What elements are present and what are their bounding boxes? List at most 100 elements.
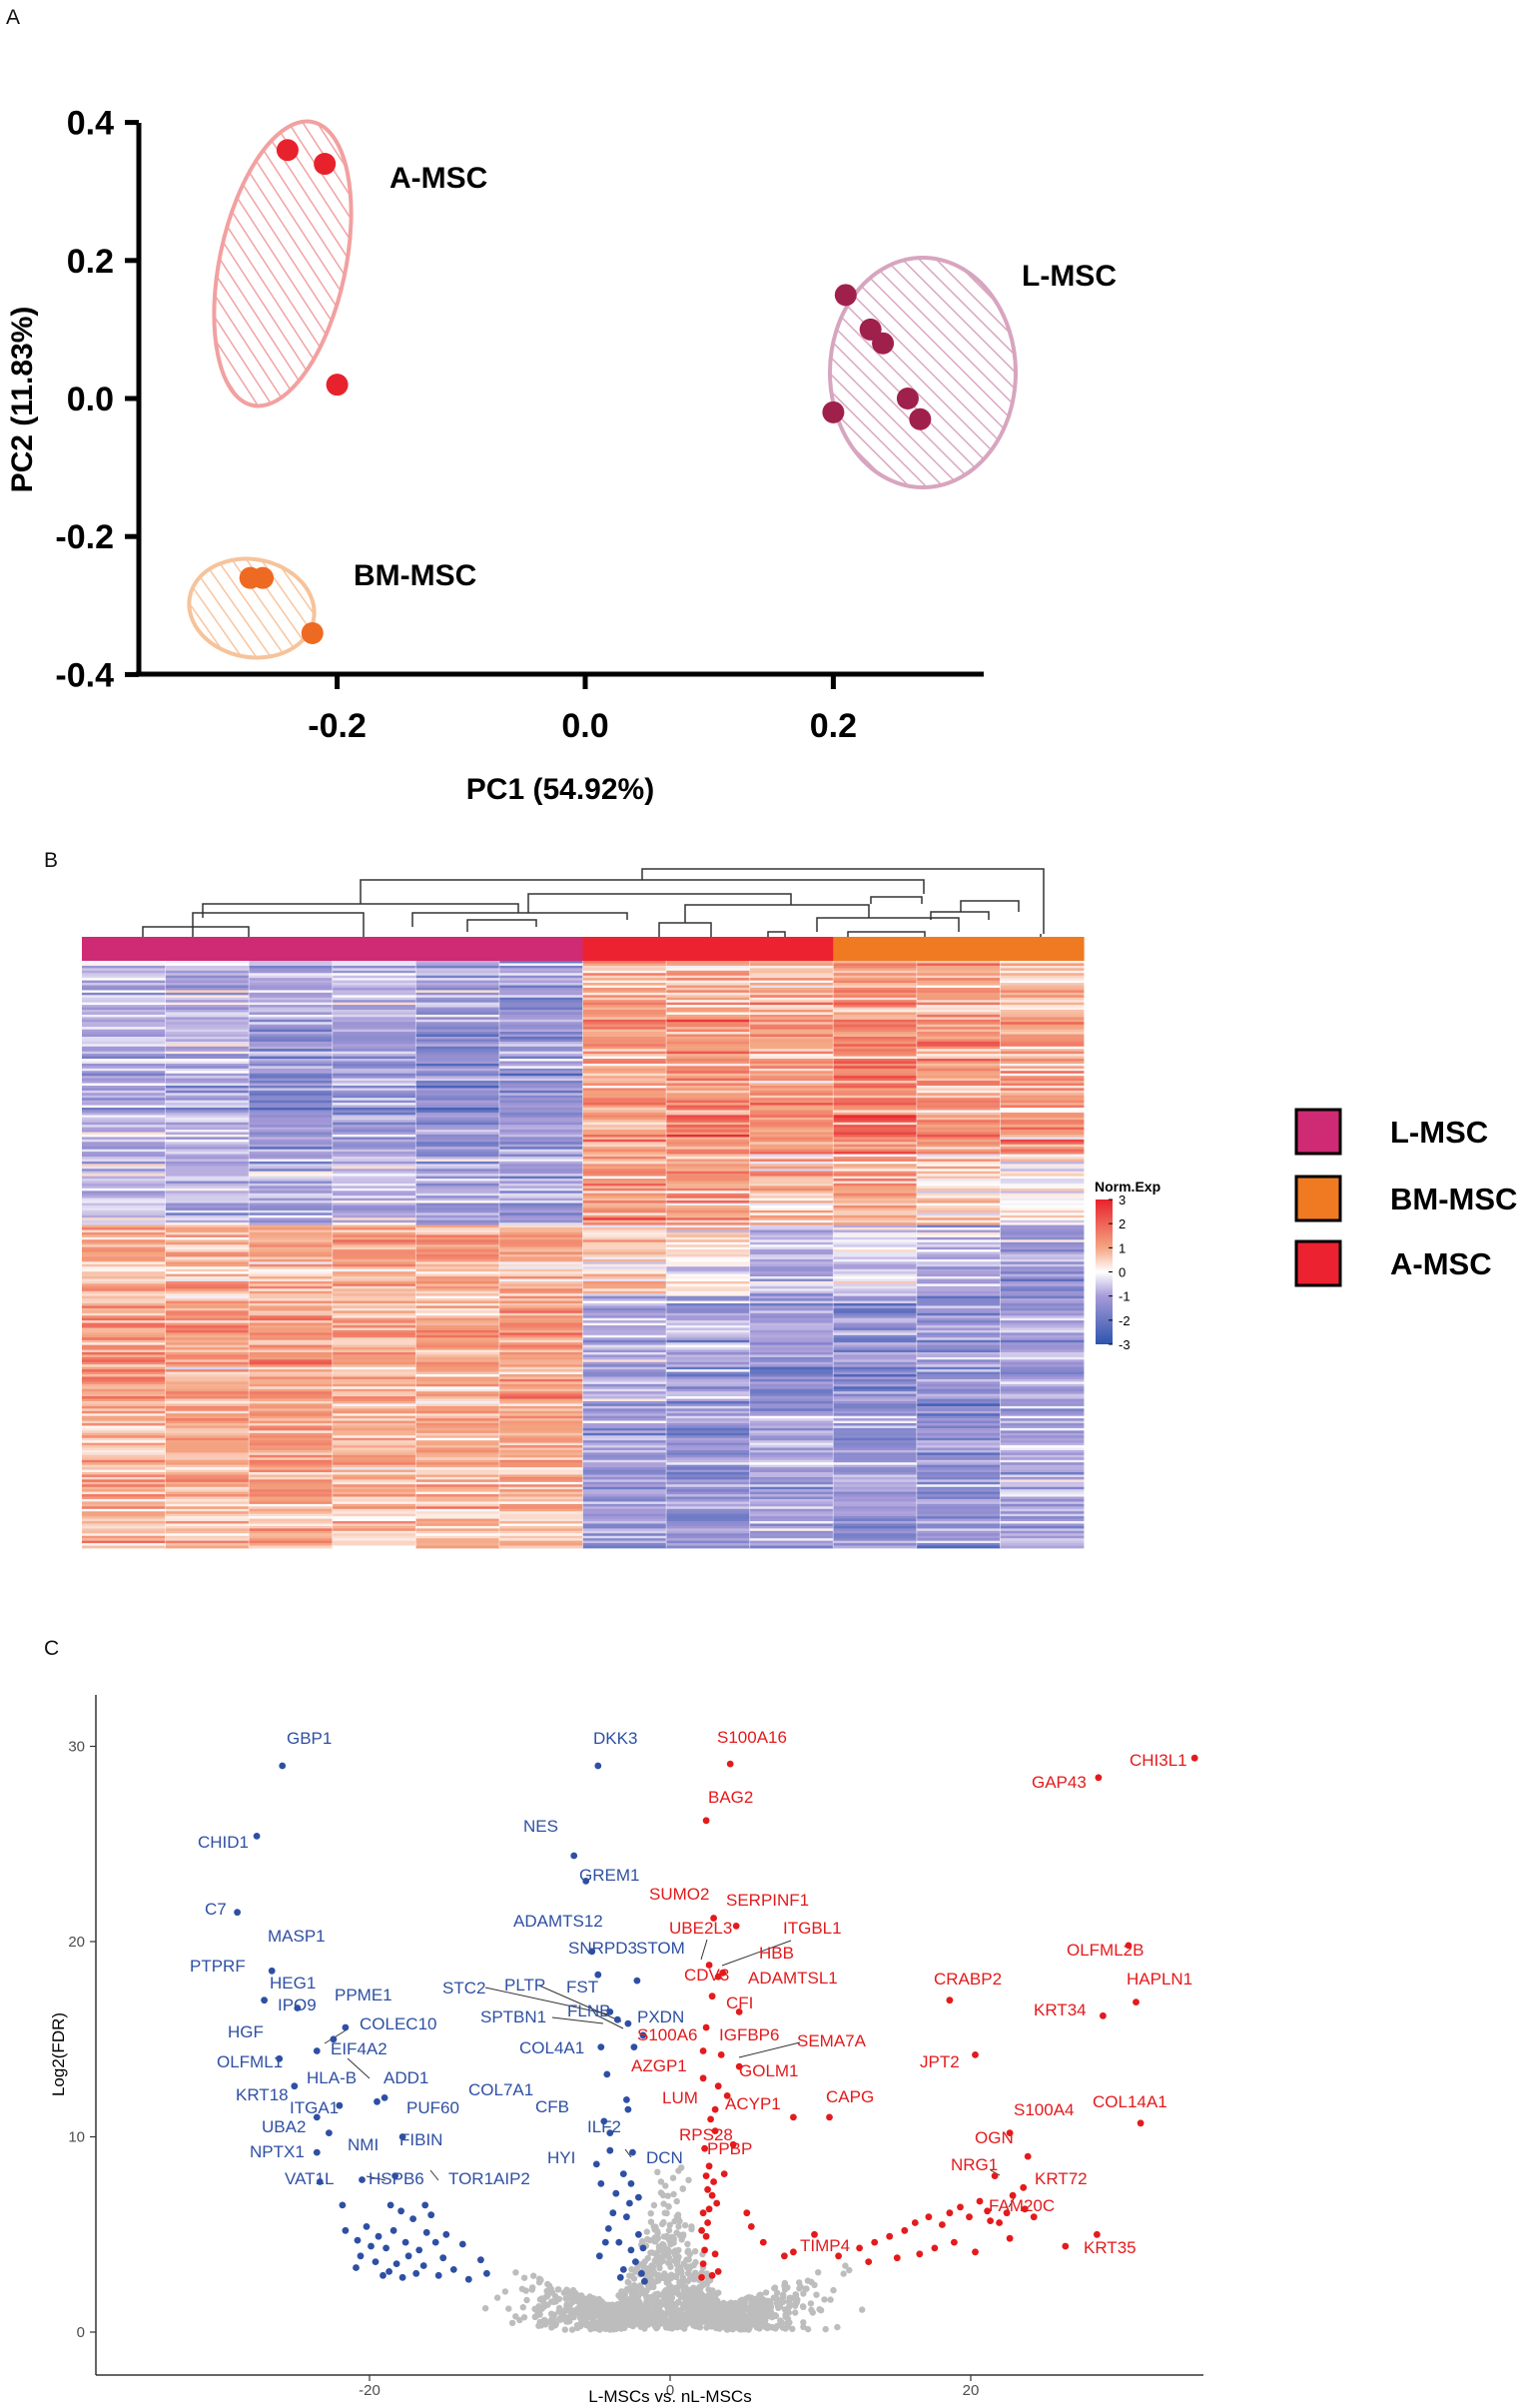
heatmap-cell <box>582 1506 667 1510</box>
heatmap-cell <box>332 970 416 974</box>
heatmap-cell <box>749 1093 834 1097</box>
heatmap-cell <box>415 1125 500 1128</box>
heatmap-cell <box>332 1229 416 1233</box>
ns-point <box>641 2289 648 2297</box>
heatmap-cell <box>833 1354 918 1358</box>
heatmap-cell <box>1000 1342 1085 1346</box>
heatmap-cell <box>249 1036 334 1040</box>
heatmap-cell <box>498 970 583 974</box>
heatmap-cell <box>82 1423 166 1426</box>
up-regulated-point <box>856 2244 863 2252</box>
heatmap-cell <box>749 1090 834 1094</box>
heatmap-cell <box>249 1000 334 1004</box>
heatmap-cell <box>415 1078 500 1082</box>
down-regulated-point <box>442 2230 450 2238</box>
heatmap-cell <box>1000 1501 1085 1505</box>
gene-label-up: RPS28 <box>679 2125 733 2144</box>
heatmap-cell <box>916 1219 1001 1223</box>
gene-label-down: COLEC10 <box>360 2014 436 2033</box>
heatmap-cell <box>332 1349 416 1353</box>
heatmap-cell <box>1000 1254 1085 1257</box>
heatmap-cell <box>916 1320 1001 1323</box>
heatmap-cell <box>833 1383 918 1387</box>
heatmap-cell <box>165 1105 250 1109</box>
label-leader-lines <box>324 1939 1016 2208</box>
heatmap-cell <box>415 1176 500 1180</box>
heatmap-cell <box>833 1029 918 1033</box>
heatmap-cell <box>498 1535 583 1539</box>
heatmap-cell <box>749 1212 834 1216</box>
heatmap-cell <box>833 1085 918 1089</box>
heatmap-cell <box>165 1525 250 1529</box>
ns-point <box>800 2323 807 2331</box>
heatmap-cell <box>82 1418 166 1421</box>
heatmap-cell <box>415 1405 500 1409</box>
heatmap-cell <box>415 1203 500 1206</box>
down-regulated-point <box>612 2189 620 2197</box>
heatmap-cell <box>82 1029 166 1033</box>
heatmap-cell <box>82 1137 166 1141</box>
heatmap-cell <box>1000 1176 1085 1180</box>
heatmap-cell <box>582 1054 667 1057</box>
heatmap-cell <box>165 1085 250 1089</box>
heatmap-cell <box>82 1322 166 1326</box>
heatmap-cell <box>249 1349 334 1353</box>
heatmap-cell <box>82 1459 166 1463</box>
heatmap-cell <box>498 1171 583 1175</box>
heatmap-cell <box>249 1198 334 1202</box>
heatmap-cell <box>332 1108 416 1111</box>
heatmap-cell <box>498 1307 583 1311</box>
heatmap-cell <box>332 1525 416 1529</box>
heatmap-cell <box>749 970 834 974</box>
heatmap-cell <box>833 1010 918 1013</box>
heatmap-cell <box>82 1169 166 1173</box>
down-regulated-point <box>635 2193 642 2201</box>
ns-point <box>677 2269 685 2276</box>
heatmap-cell <box>498 1481 583 1485</box>
heatmap-cell <box>498 1523 583 1527</box>
heatmap-cell <box>916 1427 1001 1431</box>
heatmap-cell <box>916 1405 1001 1409</box>
heatmap-cell <box>749 1000 834 1004</box>
heatmap-cell <box>916 1149 1001 1153</box>
ns-point <box>792 2291 800 2298</box>
heatmap-cell <box>249 1420 334 1424</box>
heatmap-cell <box>749 1059 834 1062</box>
heatmap-cell <box>415 1207 500 1211</box>
colorbar-title: Norm.Exp <box>1095 1179 1160 1195</box>
heatmap-cell <box>498 1100 583 1104</box>
heatmap-cell <box>498 1268 583 1272</box>
heatmap-cell <box>415 1329 500 1333</box>
heatmap-cell <box>165 1024 250 1028</box>
heatmap-cell <box>1000 1425 1085 1429</box>
volcano-y-tick-label: 0 <box>77 2324 85 2341</box>
heatmap-cell <box>498 1506 583 1510</box>
heatmap-cell <box>833 1068 918 1072</box>
heatmap-cell <box>833 1423 918 1426</box>
heatmap-cell <box>1000 1273 1085 1277</box>
heatmap-cell <box>249 1241 334 1245</box>
heatmap-cell <box>582 1533 667 1537</box>
heatmap-cell <box>582 1391 667 1395</box>
heatmap-cell <box>833 1059 918 1062</box>
heatmap-cell <box>82 1479 166 1483</box>
heatmap-cell <box>165 1137 250 1141</box>
ns-point <box>703 2270 710 2277</box>
heatmap-cell <box>498 1278 583 1282</box>
heatmap-cell <box>582 1022 667 1026</box>
heatmap-cell <box>666 1063 751 1067</box>
heatmap-cell <box>666 1374 751 1377</box>
heatmap-cell <box>666 980 751 984</box>
heatmap-cell <box>916 1029 1001 1033</box>
heatmap-cell <box>582 1085 667 1089</box>
heatmap-cell <box>916 1459 1001 1463</box>
heatmap-cell <box>415 1337 500 1341</box>
heatmap-cell <box>415 1142 500 1146</box>
gene-label-up: CHI3L1 <box>1130 1751 1187 1770</box>
heatmap-cell <box>916 1435 1001 1439</box>
heatmap-cell <box>1000 1227 1085 1230</box>
heatmap-cell <box>165 1327 250 1331</box>
gene-label-down: ILF2 <box>587 2117 621 2136</box>
heatmap-cell <box>833 1450 918 1453</box>
up-regulated-point <box>699 2074 707 2082</box>
